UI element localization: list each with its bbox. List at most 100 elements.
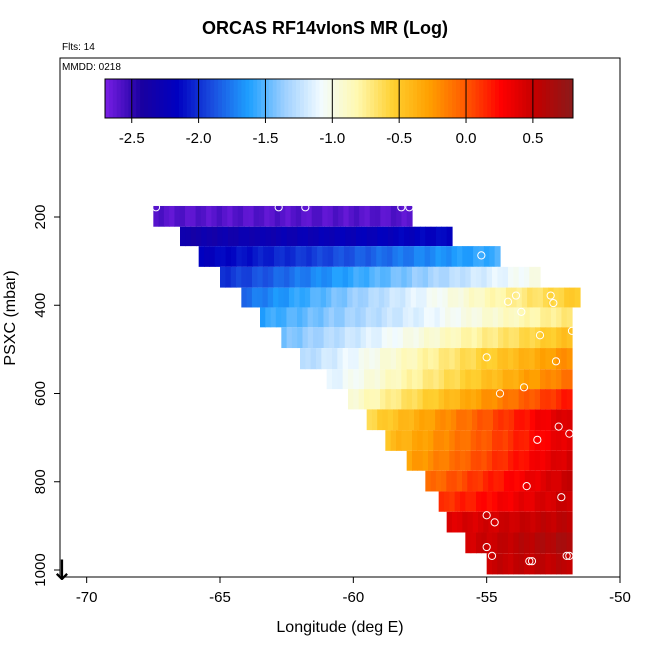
colorbar-swatch (288, 79, 293, 118)
heatmap-cell (301, 205, 308, 227)
heatmap-cell (566, 491, 573, 512)
heatmap-cell (569, 287, 576, 308)
heatmap-cell (556, 450, 562, 471)
colorbar-swatch (276, 79, 281, 118)
heatmap-cell (470, 450, 477, 471)
colorbar-swatch (206, 79, 211, 118)
x-tick-label: -60 (342, 589, 364, 606)
heatmap-cell (337, 369, 344, 390)
heatmap-cell (518, 389, 525, 410)
heatmap-cell (430, 226, 437, 247)
heatmap-cell (225, 246, 232, 267)
heatmap-cell (316, 205, 323, 227)
heatmap-cell (472, 470, 479, 492)
heatmap-cell (357, 287, 364, 308)
heatmap-cell (486, 389, 493, 410)
heatmap-cell (343, 246, 350, 267)
heatmap-cell (524, 389, 530, 410)
heatmap-cell (444, 450, 450, 471)
heatmap-cell (200, 205, 207, 227)
heatmap-cell (566, 327, 573, 349)
colorbar-swatch (163, 79, 168, 118)
heatmap-cell (442, 287, 449, 308)
heatmap-cell (556, 409, 563, 431)
heatmap-cell (419, 409, 426, 431)
heatmap-cell (566, 450, 573, 471)
heatmap-cell (338, 246, 345, 267)
x-tick-label: -70 (76, 589, 98, 606)
heatmap-cell (389, 287, 396, 308)
heatmap-cell (462, 470, 468, 492)
heatmap-cell (540, 491, 546, 512)
colorbar-swatch (112, 79, 118, 118)
heatmap-cell (307, 327, 314, 349)
heatmap-cell (313, 327, 319, 349)
heatmap-cell (237, 205, 244, 227)
heatmap-cell (204, 246, 211, 267)
observation-points (151, 203, 577, 566)
heatmap-cell (359, 205, 366, 227)
observation-point (522, 482, 531, 491)
heatmap-cell (385, 348, 392, 370)
heatmap-cell (217, 226, 224, 247)
heatmap-cell (482, 327, 489, 349)
heatmap-cell (461, 327, 467, 349)
heatmap-cell (417, 348, 424, 370)
heatmap-cell (534, 369, 541, 390)
y-tick-label: 800 (32, 469, 49, 494)
heatmap-cell (433, 348, 440, 370)
flights-note: Flts: 14 (62, 42, 95, 53)
heatmap-cell (524, 532, 530, 554)
heatmap-cell (246, 266, 253, 288)
heatmap-cell (445, 307, 451, 328)
heatmap-cell (222, 226, 229, 247)
heatmap-cell (479, 287, 486, 308)
colorbar-swatch (553, 79, 558, 118)
heatmap-cell (474, 287, 481, 308)
heatmap-cell (519, 327, 526, 349)
heatmap-cell (437, 287, 444, 308)
heatmap-cell (306, 205, 313, 227)
heatmap-cell (230, 246, 237, 267)
heatmap-cell (476, 450, 482, 471)
heatmap-cell (358, 389, 365, 410)
heatmap-cell (385, 205, 392, 227)
colorbar-swatch (358, 79, 363, 118)
heatmap-cell (269, 205, 276, 227)
heatmap-cell (385, 369, 392, 390)
heatmap-cell (492, 450, 498, 471)
heatmap-cell (467, 511, 474, 533)
colorbar-swatch (456, 79, 461, 118)
heatmap-cell (334, 327, 341, 349)
colorbar-swatch (561, 79, 566, 118)
heatmap-cell (364, 389, 370, 410)
heatmap-cell (481, 348, 488, 370)
heatmap-cell (460, 430, 466, 451)
heatmap-cell (426, 287, 433, 308)
observation-point (525, 557, 534, 566)
heatmap-cell (387, 409, 394, 431)
heatmap-cell (489, 246, 496, 267)
heatmap-cell (412, 389, 418, 410)
heatmap-cell (334, 226, 341, 247)
heatmap-cell (545, 389, 552, 410)
heatmap-cell (232, 205, 239, 227)
heatmap-cell (444, 430, 450, 451)
heatmap-cell (398, 409, 405, 431)
heatmap-cell (478, 246, 485, 267)
heatmap-cell (376, 307, 383, 328)
heatmap-cell (529, 389, 536, 410)
heatmap-cell (508, 327, 515, 349)
heatmap-cell (422, 450, 429, 471)
heatmap-cell (481, 369, 488, 390)
heatmap-cell (385, 266, 392, 288)
heatmap-cell (535, 470, 542, 492)
colorbar-swatch (128, 79, 133, 118)
heatmap-cell (350, 226, 357, 247)
heatmap-cell (403, 409, 410, 431)
heatmap-cell (265, 307, 272, 328)
heatmap-cell (422, 389, 429, 410)
colorbar-swatch (350, 79, 356, 118)
heatmap-cell (378, 287, 385, 308)
